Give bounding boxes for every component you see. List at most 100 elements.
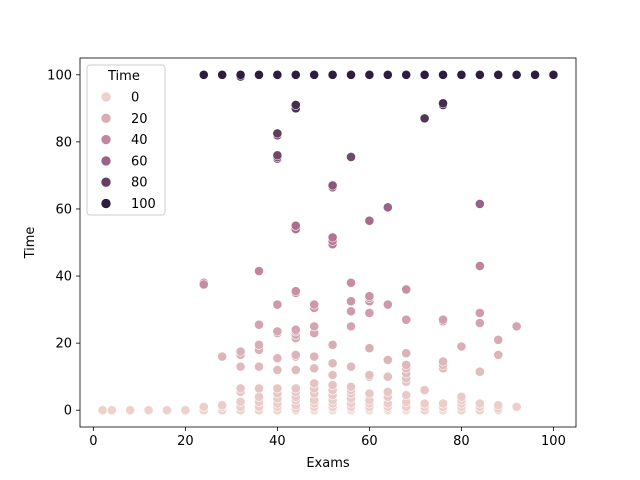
data-point (272, 69, 283, 80)
data-point (217, 69, 228, 80)
data-point (401, 69, 412, 80)
data-point (235, 383, 246, 394)
data-point (217, 351, 228, 362)
data-point (456, 341, 467, 352)
data-point (493, 400, 504, 411)
data-point (272, 326, 283, 337)
data-point (272, 299, 283, 310)
data-point (198, 401, 209, 412)
y-tick-label: 20 (55, 337, 72, 352)
data-point (346, 361, 356, 372)
data-point (438, 356, 448, 367)
data-point (438, 98, 448, 109)
data-point (327, 69, 338, 80)
data-point (327, 339, 338, 350)
data-point (346, 69, 356, 80)
data-point (327, 180, 338, 191)
data-point (327, 232, 338, 243)
data-point (493, 69, 504, 80)
data-point (290, 365, 301, 375)
y-tick-label: 80 (55, 135, 72, 150)
data-point (327, 380, 338, 390)
data-point (419, 69, 430, 80)
data-point (364, 69, 375, 80)
legend-label: 80 (131, 176, 148, 191)
data-point (382, 299, 393, 310)
data-point (382, 371, 393, 382)
data-point (474, 318, 485, 328)
data-point (217, 400, 228, 411)
data-point (290, 383, 301, 394)
data-point (272, 353, 283, 364)
data-point (346, 306, 356, 317)
x-tick-label: 0 (89, 434, 97, 449)
data-point (438, 398, 448, 409)
data-point (511, 401, 522, 412)
y-tick-label: 0 (64, 404, 72, 419)
data-point (327, 358, 338, 369)
x-tick-label: 100 (541, 434, 566, 449)
data-point (364, 308, 375, 318)
data-point (272, 383, 283, 394)
x-axis: 0 20 40 60 80 100 (89, 427, 566, 449)
data-point (419, 385, 430, 395)
data-point (309, 363, 320, 374)
data-point (401, 360, 412, 370)
data-point (493, 334, 504, 345)
x-tick-label: 80 (453, 434, 470, 449)
data-point (272, 150, 283, 161)
data-point (346, 277, 356, 288)
data-point (474, 261, 485, 271)
data-point (254, 339, 264, 350)
data-point (97, 405, 108, 416)
legend-marker (100, 91, 112, 103)
data-point (401, 284, 412, 295)
data-point (474, 398, 485, 409)
points-layer (97, 69, 559, 416)
legend-label: 60 (131, 154, 148, 169)
data-point (254, 391, 264, 402)
data-point (235, 346, 246, 357)
y-axis: 0 20 40 60 80 100 (47, 68, 80, 419)
data-point (198, 69, 209, 80)
data-point (235, 361, 246, 372)
y-axis-label: Time (23, 227, 38, 260)
data-point (290, 286, 301, 297)
data-point (511, 321, 522, 332)
data-point (309, 351, 320, 362)
data-point (382, 69, 393, 80)
data-point (198, 279, 209, 290)
data-point (254, 383, 264, 394)
data-point (419, 113, 430, 124)
data-point (346, 321, 356, 332)
legend-label: 20 (131, 112, 148, 127)
legend-label: 40 (131, 133, 148, 148)
data-point (327, 370, 338, 380)
data-point (272, 128, 283, 139)
data-point (364, 343, 375, 354)
legend-box (86, 64, 166, 216)
legend-entries: 0 20 40 60 80 100 (100, 91, 156, 212)
x-tick-label: 60 (361, 434, 378, 449)
data-point (254, 361, 264, 372)
data-point (530, 69, 540, 80)
data-point (474, 199, 485, 209)
data-point (254, 319, 264, 330)
data-point (401, 390, 412, 401)
legend-marker (100, 134, 112, 145)
data-point (438, 69, 448, 80)
data-point (162, 405, 172, 416)
x-tick-label: 20 (177, 434, 194, 449)
data-point (290, 69, 301, 80)
data-point (235, 396, 246, 407)
data-point (309, 378, 320, 389)
y-tick-label: 60 (55, 202, 72, 217)
x-tick-label: 40 (269, 434, 286, 449)
data-point (346, 152, 356, 162)
legend-marker (100, 176, 112, 188)
legend-title: Time (107, 69, 140, 84)
data-point (346, 381, 356, 392)
data-point (474, 308, 485, 318)
data-point (364, 370, 375, 380)
data-point (309, 69, 320, 80)
